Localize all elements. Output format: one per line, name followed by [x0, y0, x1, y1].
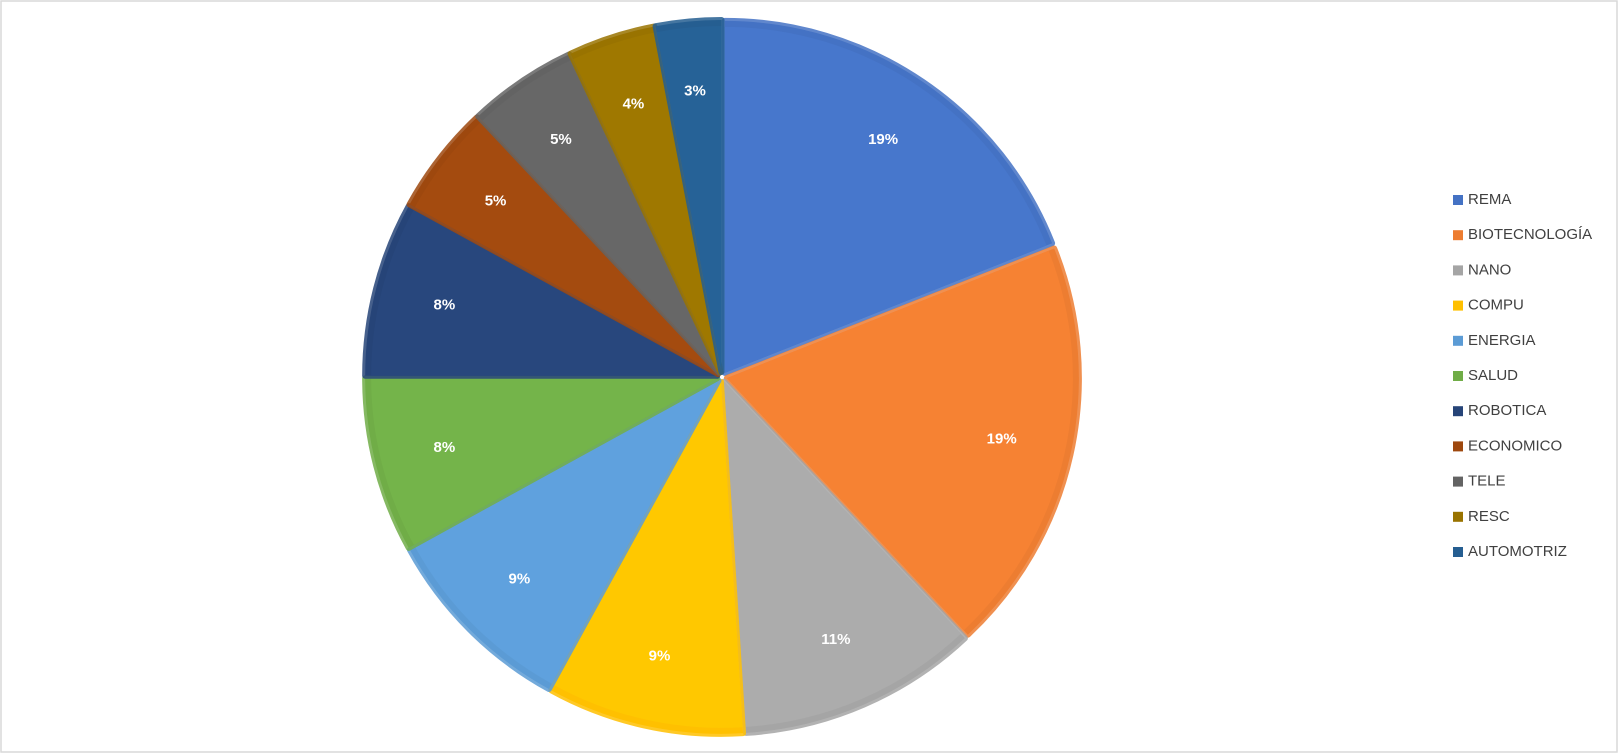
legend-label: ROBOTICA [1468, 402, 1546, 419]
legend-label: TELE [1468, 473, 1506, 490]
legend-label: NANO [1468, 261, 1511, 278]
legend-label: BIOTECNOLOGÍA [1468, 226, 1592, 243]
legend-swatch [1453, 371, 1463, 381]
value-label: 9% [508, 571, 530, 588]
value-label: 19% [868, 131, 898, 148]
legend-swatch [1453, 230, 1463, 241]
legend-swatch [1453, 511, 1463, 522]
value-label: 8% [434, 297, 456, 314]
value-label: 19% [987, 430, 1017, 447]
legend-swatch [1453, 335, 1463, 346]
value-label: 11% [821, 631, 850, 648]
legend-swatch [1453, 265, 1463, 276]
value-label: 3% [684, 83, 706, 100]
legend-label: AUTOMOTRIZ [1468, 543, 1567, 560]
legend-label: RESC [1468, 508, 1510, 525]
value-label: 5% [485, 192, 507, 209]
legend-swatch [1453, 300, 1463, 311]
legend-swatch [1453, 195, 1463, 205]
value-label: 5% [550, 131, 572, 148]
legend-label: COMPU [1468, 297, 1524, 314]
value-label: 4% [623, 95, 645, 112]
legend-label: SALUD [1468, 367, 1518, 384]
value-label: 9% [649, 648, 671, 665]
legend-label: ECONOMICO [1468, 437, 1562, 454]
legend-label: REMA [1468, 191, 1511, 208]
value-label: 8% [434, 439, 456, 456]
legend-swatch [1453, 476, 1463, 487]
legend-swatch [1453, 547, 1463, 557]
legend-swatch [1453, 441, 1463, 452]
legend-label: ENERGIA [1468, 332, 1536, 349]
legend-swatch [1453, 406, 1463, 417]
